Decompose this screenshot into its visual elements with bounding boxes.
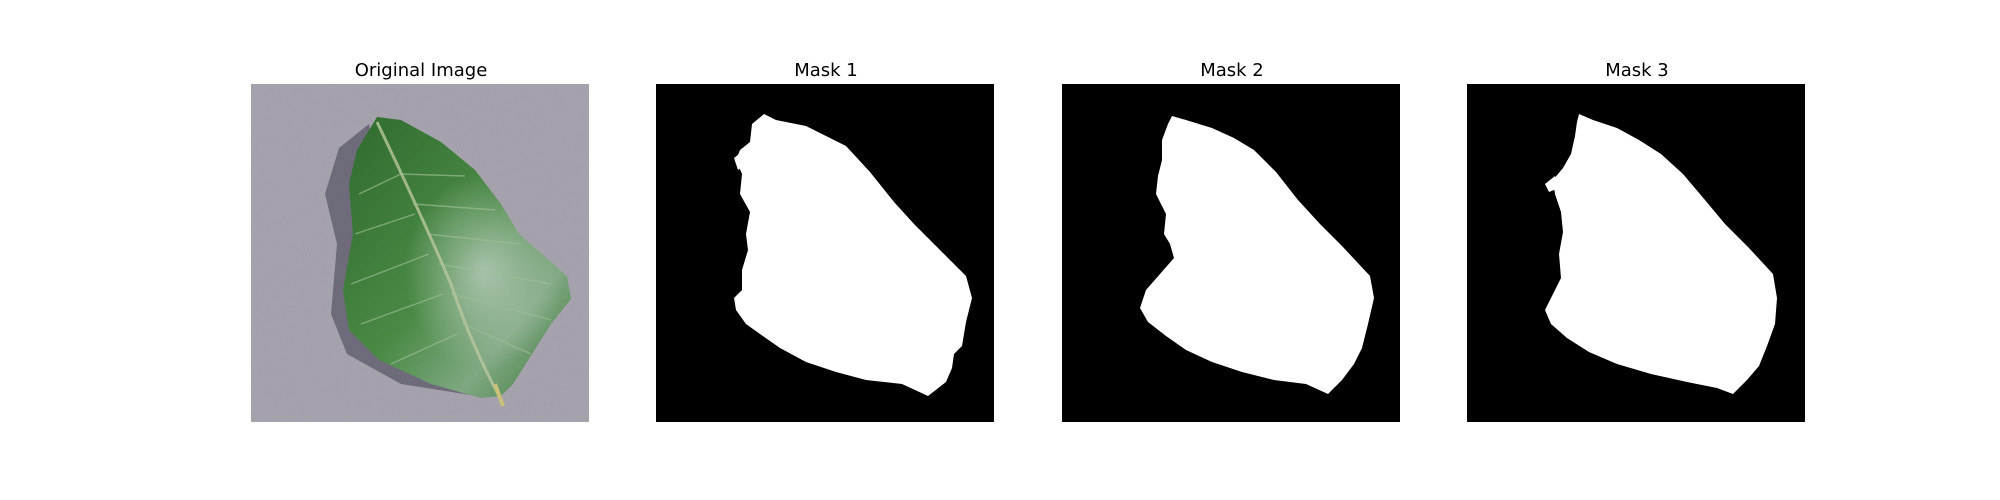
panel-mask-3: Mask 3 xyxy=(1467,60,1807,422)
panel-original-image: Original Image xyxy=(251,60,591,422)
mask-2-image xyxy=(1062,84,1400,422)
mask-region xyxy=(1140,116,1374,394)
panel-title: Mask 1 xyxy=(794,60,858,81)
panel-mask-2: Mask 2 xyxy=(1062,60,1402,422)
panel-mask-1: Mask 1 xyxy=(656,60,996,422)
panel-title: Mask 2 xyxy=(1200,60,1264,81)
leaf-photo xyxy=(251,84,589,422)
leaf-stem xyxy=(493,383,505,407)
mask-region xyxy=(734,114,972,396)
mask-1-image xyxy=(656,84,994,422)
panel-title: Original Image xyxy=(354,60,488,81)
leaf-midrib xyxy=(375,121,501,397)
panel-title: Mask 3 xyxy=(1605,60,1669,81)
mask-region xyxy=(1545,114,1777,394)
mask-3-image xyxy=(1467,84,1805,422)
leaf-veins xyxy=(350,173,552,365)
